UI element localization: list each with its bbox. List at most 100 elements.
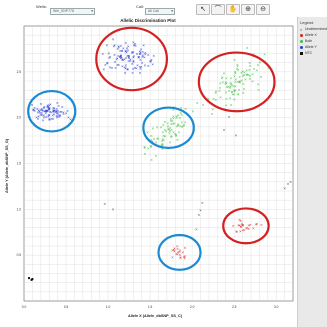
data-point: × — [140, 65, 143, 69]
data-point: × — [243, 70, 246, 74]
zoom-in-tool-button[interactable]: ⊕ — [241, 4, 255, 15]
data-point: × — [159, 125, 162, 129]
data-point: × — [175, 115, 178, 119]
data-point: × — [47, 106, 50, 110]
data-point: × — [163, 134, 166, 138]
data-point: × — [117, 45, 120, 49]
data-point: × — [122, 58, 125, 62]
data-point: × — [182, 255, 185, 259]
data-point: × — [107, 51, 110, 55]
data-point: × — [154, 154, 157, 158]
lasso-icon: ⌒ — [214, 6, 222, 13]
legend-label: Allele Y — [305, 45, 317, 49]
y-tick-label: 1.0 — [17, 207, 22, 211]
data-point: × — [141, 53, 144, 57]
x-tick-label: 2.0 — [190, 305, 195, 309]
data-point: × — [215, 89, 218, 93]
data-point: × — [42, 109, 45, 113]
y-axis-label: Allele Y (Allele_dbSNP_SS_G) — [5, 138, 9, 193]
data-point: × — [44, 109, 47, 113]
data-point: × — [179, 124, 182, 128]
data-point: × — [125, 56, 128, 60]
data-point: × — [139, 58, 142, 62]
data-point: × — [55, 115, 58, 119]
data-point: × — [120, 56, 123, 60]
data-point: × — [60, 110, 63, 114]
zoom-out-tool-button[interactable]: ⊖ — [256, 4, 270, 15]
hand-tool-button[interactable]: ✋ — [226, 4, 240, 15]
data-point: × — [52, 110, 55, 114]
data-point: × — [43, 105, 46, 109]
data-point: × — [119, 44, 122, 48]
data-point: × — [124, 49, 127, 53]
well-select[interactable]: Wel_SNP778 ▾ — [50, 8, 95, 15]
data-point: × — [39, 102, 42, 106]
pointer-tool-button[interactable]: ↖ — [196, 4, 210, 15]
data-point: × — [124, 71, 127, 75]
data-point: × — [44, 110, 47, 114]
data-point: × — [240, 71, 243, 75]
data-point: × — [234, 84, 237, 88]
data-point: × — [113, 44, 116, 48]
data-point: × — [106, 61, 109, 65]
data-point: × — [258, 60, 261, 64]
data-point: × — [230, 103, 233, 107]
data-point: × — [116, 47, 119, 51]
data-point: × — [144, 64, 147, 68]
data-point: × — [263, 53, 266, 57]
data-point: × — [53, 109, 56, 113]
data-point: × — [52, 109, 55, 113]
lasso-tool-button[interactable]: ⌒ — [211, 4, 225, 15]
data-point: × — [132, 59, 135, 63]
data-point: × — [163, 120, 166, 124]
data-point: × — [248, 68, 251, 72]
undetermined-point: × — [289, 180, 292, 184]
data-point: × — [162, 123, 165, 127]
undetermined-point: × — [197, 213, 200, 217]
data-point: × — [236, 65, 239, 69]
data-point: × — [174, 132, 177, 136]
data-point: × — [242, 91, 245, 95]
data-point: × — [227, 85, 230, 89]
data-point: × — [127, 56, 130, 60]
data-point: × — [183, 246, 186, 250]
data-point: × — [126, 54, 129, 58]
data-point: × — [57, 115, 60, 119]
undetermined-point: × — [228, 115, 231, 119]
plot-area[interactable]: Allelic Discrimination Plot 0.0 0.5 1.0 1.5… — [0, 16, 296, 327]
data-point: × — [180, 106, 183, 110]
data-point: × — [181, 125, 184, 129]
data-point: × — [112, 44, 115, 48]
data-point: × — [150, 59, 153, 63]
data-point: × — [135, 52, 138, 56]
ntc-point — [31, 278, 34, 280]
undetermined-point: × — [286, 182, 289, 186]
legend-item: NTC — [300, 51, 327, 56]
data-point: × — [38, 110, 41, 114]
data-point: × — [48, 107, 51, 111]
call-select[interactable]: All Call ▾ — [145, 8, 175, 15]
data-point: × — [39, 108, 42, 112]
data-point: × — [66, 109, 69, 113]
data-point: × — [55, 110, 58, 114]
data-point: × — [241, 70, 244, 74]
undetermined-point: × — [195, 228, 198, 232]
data-point: × — [104, 63, 107, 67]
x-tick-label: 0.0 — [22, 305, 27, 309]
zoom-in-icon: ⊕ — [245, 6, 251, 13]
data-point: × — [238, 80, 241, 84]
data-point: × — [170, 135, 173, 139]
data-point: × — [36, 107, 39, 111]
data-point: × — [116, 57, 119, 61]
data-point: × — [255, 223, 258, 227]
y-tick-label: 1.5 — [17, 162, 22, 166]
data-point: × — [170, 128, 173, 132]
data-point: × — [247, 227, 250, 231]
legend-swatch — [300, 52, 303, 55]
data-point: × — [132, 67, 135, 71]
data-point: × — [260, 223, 263, 227]
scatter-plot[interactable]: Allelic Discrimination Plot 0.0 0.5 1.0 1.5… — [0, 16, 296, 327]
data-point: × — [126, 49, 129, 53]
data-point: × — [207, 97, 210, 101]
data-point: × — [132, 40, 135, 44]
